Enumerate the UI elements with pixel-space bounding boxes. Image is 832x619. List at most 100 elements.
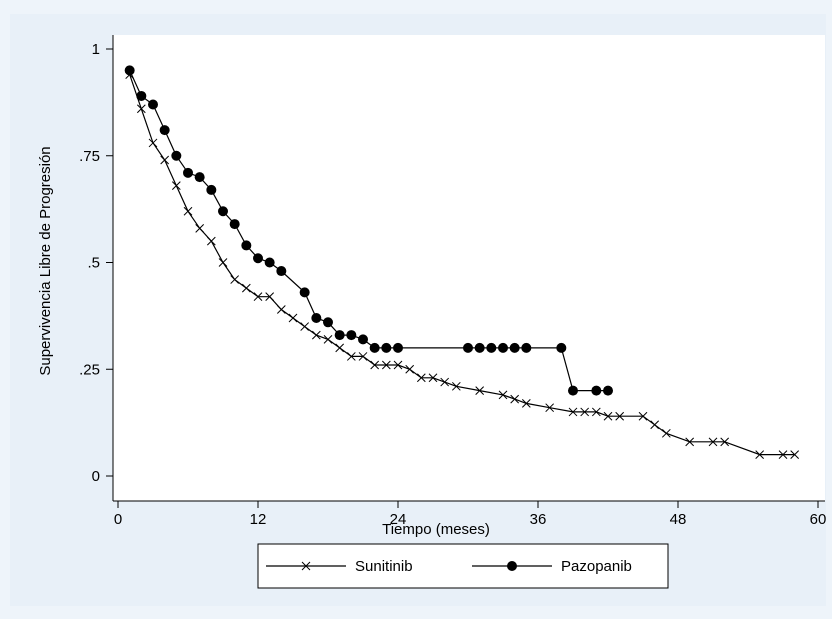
point-pazopanib	[206, 184, 217, 195]
point-pazopanib	[183, 167, 193, 178]
point-pazopanib	[136, 90, 147, 101]
plot-area	[113, 35, 825, 501]
point-pazopanib	[218, 206, 228, 217]
point-sunitinib	[276, 305, 286, 314]
point-sunitinib	[335, 343, 345, 353]
point-pazopanib	[229, 219, 240, 230]
y-axis-title: Supervivencia Libre de Progresión	[37, 146, 54, 375]
point-sunitinib	[323, 335, 333, 344]
chart-svg: 0 12 24 36 48 60 0 .25 .5 .75 1 Tiempo (meses) Sup…	[37, 35, 826, 589]
point-pazopanib	[603, 385, 613, 396]
point-pazopanib	[358, 334, 368, 345]
legend-label-pazopanib: Pazopanib	[561, 558, 632, 575]
point-sunitinib	[650, 420, 660, 430]
point-pazopanib	[276, 266, 287, 277]
point-pazopanib	[299, 287, 310, 298]
point-pazopanib	[486, 342, 497, 353]
point-sunitinib	[311, 330, 321, 340]
point-pazopanib	[369, 342, 380, 353]
point-sunitinib	[241, 283, 251, 293]
point-sunitinib	[545, 403, 555, 413]
point-sunitinib	[195, 223, 205, 233]
y-tick-label: 1	[92, 41, 100, 58]
point-sunitinib	[720, 437, 730, 447]
point-sunitinib	[475, 386, 485, 395]
point-pazopanib	[311, 313, 322, 324]
point-sunitinib	[603, 411, 613, 421]
point-sunitinib	[416, 373, 426, 383]
point-pazopanib	[591, 385, 602, 396]
point-pazopanib	[393, 342, 403, 353]
x-tick-label: 12	[250, 511, 267, 528]
point-sunitinib	[568, 407, 578, 417]
x-tick-label: 24	[390, 511, 407, 528]
point-pazopanib	[124, 65, 135, 76]
point-sunitinib	[778, 450, 788, 460]
legend-marker-pazopanib	[507, 561, 517, 571]
point-sunitinib	[358, 352, 368, 361]
y-tick-label: .5	[87, 255, 100, 272]
point-sunitinib	[755, 450, 765, 460]
point-sunitinib	[790, 450, 800, 460]
point-pazopanib	[194, 172, 205, 183]
point-sunitinib	[405, 364, 415, 374]
point-sunitinib	[381, 360, 391, 370]
point-sunitinib	[661, 428, 671, 438]
point-pazopanib	[346, 330, 357, 341]
axes: 0 12 24 36 48 60 0 .25 .5 .75 1	[79, 35, 826, 528]
point-sunitinib	[498, 390, 508, 400]
point-sunitinib	[288, 313, 298, 323]
point-sunitinib	[510, 394, 520, 404]
point-sunitinib	[440, 377, 450, 387]
point-sunitinib	[393, 360, 403, 370]
chart-frame: 0 12 24 36 48 60 0 .25 .5 .75 1 Tiempo (meses) Sup…	[10, 14, 826, 606]
point-pazopanib	[463, 342, 473, 353]
y-tick-label: 0	[92, 468, 100, 485]
legend: Sunitinib Pazopanib	[257, 543, 669, 589]
point-pazopanib	[568, 385, 578, 396]
point-pazopanib	[323, 317, 333, 328]
point-pazopanib	[148, 99, 158, 110]
point-pazopanib	[556, 342, 567, 353]
point-sunitinib	[346, 352, 356, 361]
point-pazopanib	[241, 240, 252, 251]
point-sunitinib	[521, 399, 531, 408]
point-pazopanib	[264, 257, 275, 268]
point-pazopanib	[521, 342, 532, 353]
point-sunitinib	[148, 138, 158, 148]
legend-label-sunitinib: Sunitinib	[355, 558, 413, 575]
point-pazopanib	[381, 342, 392, 353]
point-sunitinib	[265, 292, 275, 302]
y-tick-label: .75	[79, 148, 100, 165]
x-axis-title: Tiempo (meses)	[382, 521, 490, 538]
point-sunitinib	[218, 258, 228, 267]
point-sunitinib	[685, 437, 695, 447]
point-pazopanib	[334, 330, 345, 341]
point-sunitinib	[230, 275, 240, 284]
x-tick-label: 48	[670, 511, 687, 528]
x-tick-label: 0	[114, 511, 122, 528]
point-pazopanib	[253, 253, 263, 264]
point-sunitinib	[160, 155, 170, 165]
point-sunitinib	[451, 381, 461, 391]
point-pazopanib	[498, 342, 508, 353]
point-sunitinib	[171, 181, 181, 190]
point-sunitinib	[136, 104, 146, 114]
point-sunitinib	[206, 236, 216, 246]
point-sunitinib	[591, 407, 601, 417]
point-sunitinib	[580, 407, 590, 417]
point-sunitinib	[253, 292, 263, 302]
legend-marker-sunitinib	[301, 561, 311, 571]
point-sunitinib	[428, 373, 438, 383]
point-pazopanib	[474, 342, 485, 353]
point-sunitinib	[300, 322, 310, 331]
point-sunitinib	[183, 206, 193, 216]
point-sunitinib	[370, 360, 380, 370]
point-pazopanib	[159, 125, 170, 136]
series-layer	[124, 65, 800, 460]
y-tick-label: .25	[79, 361, 100, 378]
x-tick-label: 60	[810, 511, 826, 528]
x-tick-label: 36	[530, 511, 547, 528]
point-sunitinib	[615, 411, 625, 421]
point-sunitinib	[708, 437, 718, 447]
